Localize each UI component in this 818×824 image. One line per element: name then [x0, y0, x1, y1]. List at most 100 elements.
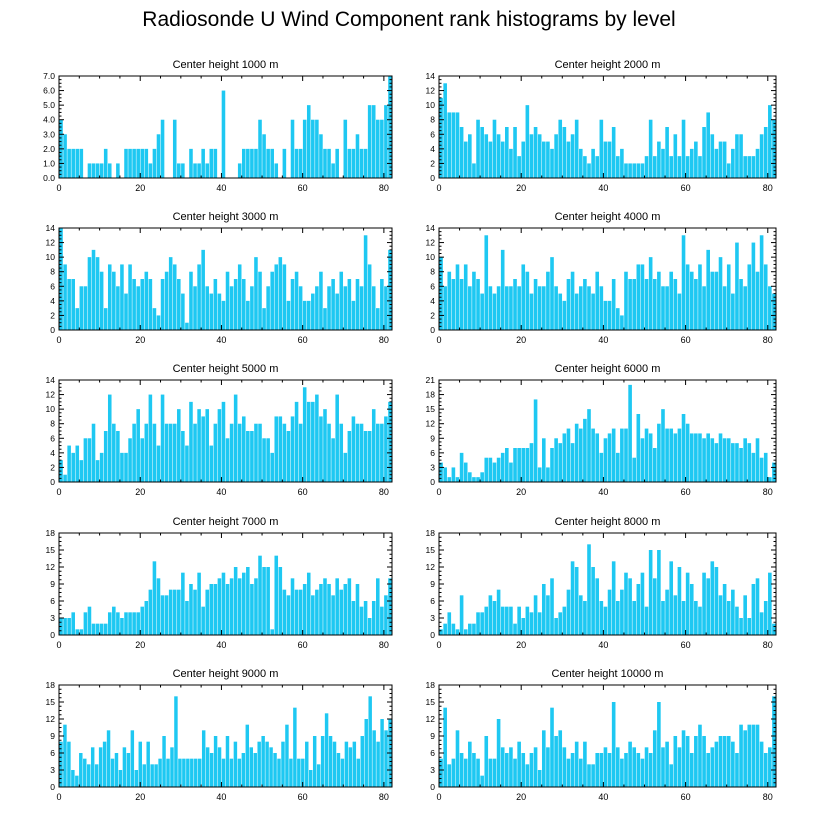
- histogram-bar: [517, 606, 521, 635]
- histogram-bar: [751, 724, 756, 787]
- histogram-bar: [311, 119, 315, 178]
- histogram-bar: [99, 452, 104, 482]
- histogram-bar: [562, 300, 567, 330]
- histogram-bar: [521, 448, 526, 482]
- histogram-bar: [384, 105, 388, 178]
- y-tick-label: 12: [426, 238, 436, 248]
- histogram-bar: [677, 567, 682, 635]
- histogram-bar: [661, 409, 665, 482]
- histogram-bar: [632, 163, 637, 178]
- y-tick-label: 4: [50, 448, 55, 458]
- histogram-bar: [182, 758, 186, 787]
- histogram-bar: [702, 127, 706, 178]
- histogram-bar: [262, 438, 266, 482]
- histogram-bar: [266, 567, 270, 635]
- histogram-bar: [574, 119, 579, 178]
- histogram-bar: [521, 264, 526, 330]
- histogram-bar: [302, 119, 307, 178]
- histogram-bar: [154, 764, 158, 787]
- histogram-bar: [578, 595, 583, 635]
- x-tick-label: 0: [56, 335, 61, 345]
- histogram-bar: [160, 119, 165, 178]
- histogram-bar: [254, 257, 258, 330]
- histogram-bar: [367, 618, 372, 635]
- page-title: Radiosonde U Wind Component rank histogr…: [142, 8, 676, 31]
- histogram-bar: [172, 589, 177, 635]
- y-tick-label: 4: [50, 296, 55, 306]
- histogram-bar: [122, 747, 127, 787]
- histogram-bar: [624, 572, 628, 635]
- histogram-bar: [335, 148, 339, 178]
- histogram-bar: [513, 758, 517, 787]
- x-tick-label: 80: [379, 335, 389, 345]
- histogram-bar: [136, 286, 140, 330]
- histogram-bar: [158, 758, 162, 787]
- x-tick-label: 0: [436, 335, 441, 345]
- histogram-bar: [156, 578, 161, 635]
- histogram-bar: [628, 163, 632, 178]
- histogram-bar: [140, 279, 145, 330]
- histogram-bar: [488, 595, 493, 635]
- histogram-bar: [480, 127, 484, 178]
- y-tick-label: 15: [426, 697, 436, 707]
- histogram-bar: [505, 286, 509, 330]
- x-tick-label: 0: [56, 640, 61, 650]
- histogram-bar: [315, 119, 319, 178]
- histogram-bar: [344, 741, 349, 787]
- histogram-bar: [229, 423, 234, 482]
- x-tick-label: 60: [681, 183, 691, 193]
- y-tick-label: 14: [426, 223, 436, 233]
- histogram-bar: [306, 300, 311, 330]
- histogram-bar: [451, 623, 456, 635]
- y-tick-label: 10: [46, 404, 56, 414]
- histogram-bar: [615, 747, 620, 787]
- histogram-bar: [319, 271, 323, 330]
- histogram-bar: [213, 423, 218, 482]
- y-tick-label: 14: [426, 71, 436, 81]
- histogram-bar: [636, 414, 641, 482]
- histogram-bar: [237, 423, 242, 482]
- histogram-bar: [640, 264, 645, 330]
- histogram-bar: [611, 702, 616, 787]
- histogram-bar: [595, 271, 600, 330]
- histogram-bar: [257, 741, 261, 787]
- histogram-bar: [726, 264, 731, 330]
- histogram-bar: [591, 148, 595, 178]
- histogram-bar: [95, 460, 100, 482]
- y-tick-label: 6: [430, 596, 435, 606]
- histogram-bar: [739, 134, 743, 178]
- histogram-bar: [759, 235, 764, 330]
- y-tick-label: 8: [50, 419, 55, 429]
- histogram-bar: [677, 428, 682, 482]
- histogram-bar: [578, 758, 583, 787]
- histogram-bar: [698, 433, 702, 482]
- histogram-bar: [657, 423, 661, 482]
- histogram-bar: [541, 438, 546, 482]
- histogram-bar: [566, 279, 571, 330]
- histogram-bar: [130, 730, 135, 787]
- x-tick-label: 60: [298, 487, 308, 497]
- histogram-bar: [270, 148, 274, 178]
- histogram-bar: [181, 572, 185, 635]
- histogram-bar: [620, 428, 624, 482]
- histogram-bar: [306, 105, 311, 178]
- x-tick-label: 20: [135, 640, 145, 650]
- histogram-bar: [136, 148, 140, 178]
- histogram-bar: [323, 308, 327, 330]
- y-tick-label: 8: [50, 267, 55, 277]
- histogram-bar: [513, 448, 517, 482]
- histogram-bar: [205, 747, 210, 787]
- histogram-bar: [772, 462, 776, 482]
- panel-title: Center height 4000 m: [555, 211, 661, 223]
- histogram-bar: [241, 416, 246, 482]
- histogram-bar: [439, 629, 443, 635]
- histogram-bar: [262, 134, 266, 178]
- histogram-bar: [221, 300, 226, 330]
- histogram-bar: [274, 416, 279, 482]
- histogram-bar: [339, 589, 344, 635]
- histogram-bar: [669, 156, 674, 178]
- histogram-bar: [698, 724, 702, 787]
- histogram-bar: [681, 601, 686, 635]
- histogram-bar: [681, 235, 686, 330]
- histogram-bar: [739, 724, 743, 787]
